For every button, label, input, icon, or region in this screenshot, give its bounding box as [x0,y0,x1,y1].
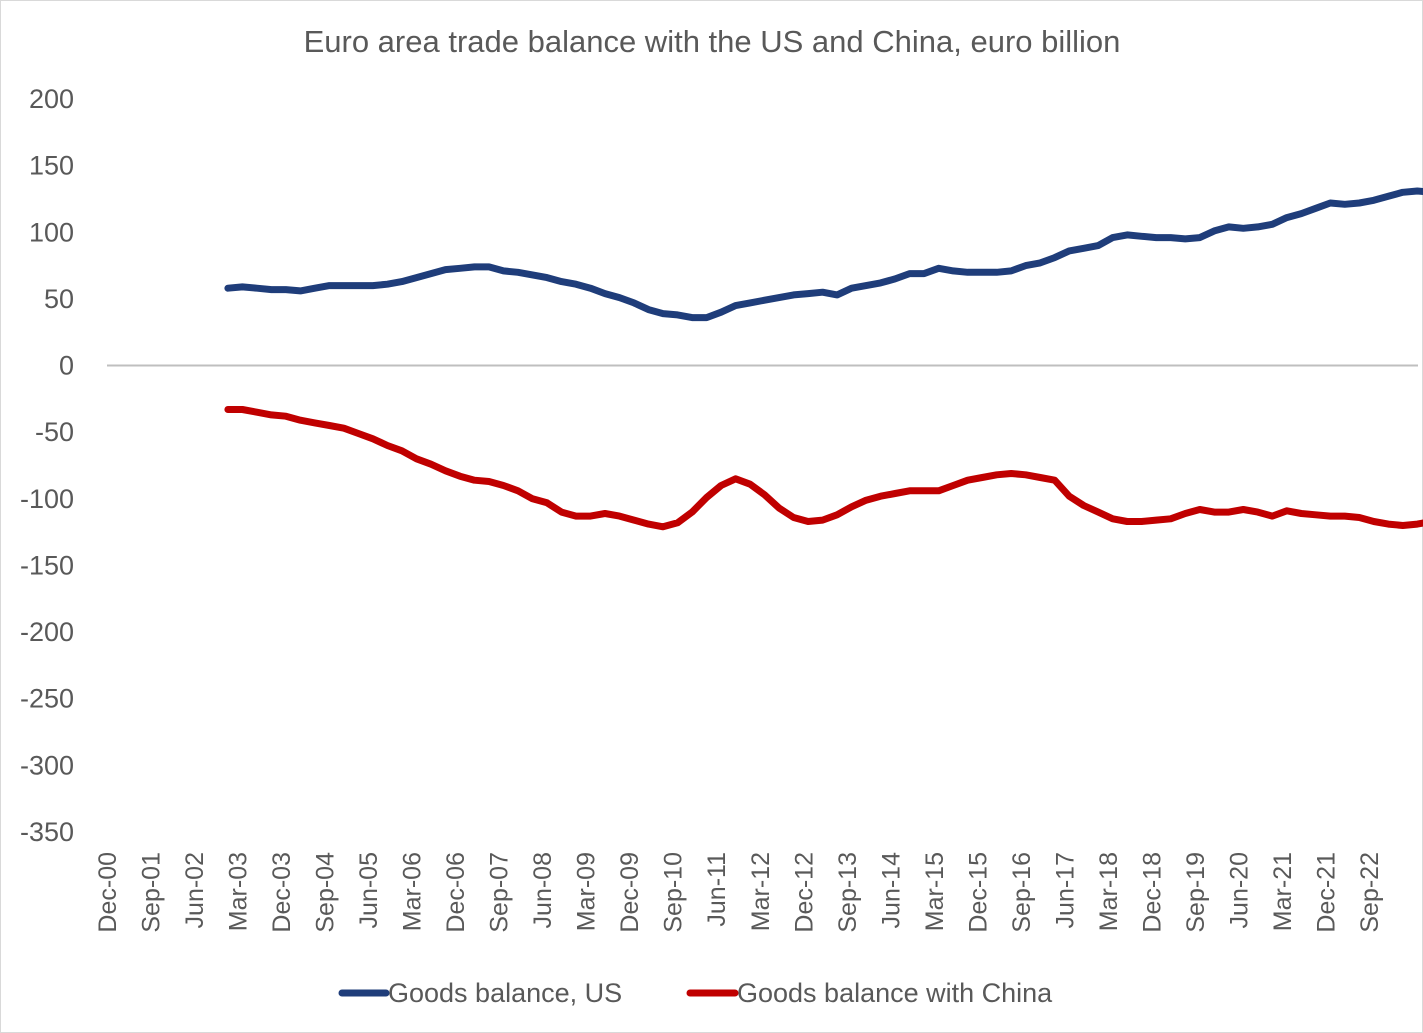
x-tick-label: Dec-15 [964,852,992,933]
x-tick-label: Mar-03 [225,852,253,931]
x-tick-label: Jun-14 [877,852,905,929]
y-tick-label: 50 [44,284,74,314]
series-layer [224,187,1423,531]
x-tick-label: Jun-02 [181,852,209,928]
x-tick-label: Mar-09 [573,852,601,931]
x-tick-label: Dec-09 [616,852,644,933]
x-tick-label: Mar-21 [1269,852,1297,931]
y-tick-label: -200 [20,617,74,647]
x-tick-label: Sep-01 [138,852,166,933]
y-tick-label: -150 [20,550,74,580]
series-line-us [224,187,1423,322]
legend-label: Goods balance, US [388,978,622,1008]
y-tick-label: -350 [20,817,74,847]
x-tick-label: Dec-03 [268,852,296,933]
x-tick-label: Mar-06 [399,852,427,931]
x-tick-label: Sep-22 [1356,852,1384,933]
y-tick-label: 100 [29,217,74,247]
x-tick-label: Sep-13 [834,852,862,933]
x-tick-label: Sep-04 [312,852,340,933]
y-tick-label: -100 [20,484,74,514]
x-tick-label: Jun-05 [355,852,383,928]
x-tick-label: Sep-07 [486,852,514,933]
x-tick-label: Jun-11 [703,852,731,927]
y-tick-label: 150 [29,151,74,181]
chart-title: Euro area trade balance with the US and … [304,24,1121,59]
x-tick-label: Jun-08 [529,852,557,928]
legend-label: Goods balance with China [737,978,1053,1008]
x-tick-label: Mar-15 [921,852,949,931]
x-tick-label: Dec-21 [1312,852,1340,933]
series-line-china [224,406,1423,531]
x-tick-label: Dec-06 [442,852,470,933]
y-tick-label: -250 [20,684,74,714]
x-tick-label: Jun-17 [1051,852,1079,928]
x-tick-label: Mar-18 [1095,852,1123,931]
y-tick-label: -50 [35,417,74,447]
legend: Goods balance, US Goods balance with Chin… [338,978,1053,1008]
x-tick-label: Dec-00 [94,852,122,933]
x-tick-label: Sep-19 [1182,852,1210,933]
x-tick-label: Mar-12 [747,852,775,931]
x-tick-label: Jun-20 [1225,852,1253,928]
x-tick-label: Sep-10 [660,852,688,933]
x-tick-label: Dec-12 [790,852,818,933]
y-tick-label: 0 [59,351,74,381]
x-tick-label: Sep-16 [1008,852,1036,933]
y-tick-label: -300 [20,750,74,780]
y-tick-label: 200 [29,84,74,114]
x-tick-label: Dec-18 [1138,852,1166,933]
x-axis: Dec-00 Sep-01 Jun-02 Mar-03 Dec-03 Sep-04 Jun-… [94,852,1384,933]
y-axis: 200 150 100 50 0 -50 -100 -150 -200 -250 -300 -350 [20,84,74,847]
